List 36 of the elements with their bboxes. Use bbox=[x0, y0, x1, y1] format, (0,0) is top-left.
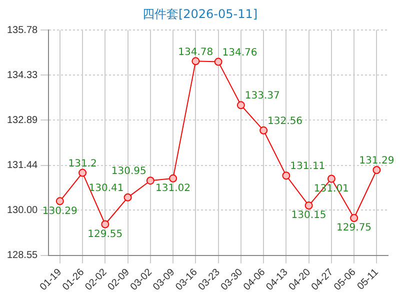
point bbox=[214, 58, 222, 66]
data-label: 130.29 bbox=[42, 206, 78, 217]
data-label: 134.78 bbox=[178, 46, 214, 58]
data-label: 129.75 bbox=[336, 222, 372, 234]
data-label: 130.15 bbox=[291, 210, 326, 222]
data-label: 129.55 bbox=[88, 228, 123, 240]
point bbox=[372, 166, 381, 174]
point bbox=[304, 202, 313, 210]
data-label: 133.37 bbox=[244, 90, 280, 102]
point bbox=[124, 193, 132, 202]
data-label: 130.41 bbox=[88, 183, 124, 194]
point bbox=[101, 220, 110, 228]
point bbox=[236, 101, 245, 110]
chart-title: 四件套[2026-05-11] bbox=[141, 6, 259, 23]
data-label: 134.76 bbox=[222, 47, 258, 58]
y-tick-label: 132.89 bbox=[6, 114, 38, 126]
y-tick-label: 135.78 bbox=[6, 24, 38, 36]
data-label: 131.29 bbox=[359, 156, 394, 167]
data-label: 131.2 bbox=[68, 158, 97, 170]
point bbox=[327, 174, 336, 183]
data-label: 130.95 bbox=[111, 166, 146, 178]
point bbox=[282, 172, 290, 180]
data-label: 131.11 bbox=[290, 161, 326, 172]
y-tick-label: 131.44 bbox=[6, 160, 38, 172]
data-label: 131.02 bbox=[156, 183, 191, 194]
point bbox=[260, 126, 268, 134]
point bbox=[350, 214, 358, 222]
y-tick-label: 128.55 bbox=[6, 250, 38, 262]
point bbox=[56, 197, 64, 206]
y-tick-label: 134.33 bbox=[6, 70, 38, 81]
point bbox=[78, 168, 87, 177]
data-label: 132.56 bbox=[268, 116, 303, 127]
y-tick-label: 130.00 bbox=[6, 204, 38, 216]
point bbox=[169, 174, 178, 182]
point bbox=[146, 176, 154, 185]
point bbox=[192, 57, 200, 66]
